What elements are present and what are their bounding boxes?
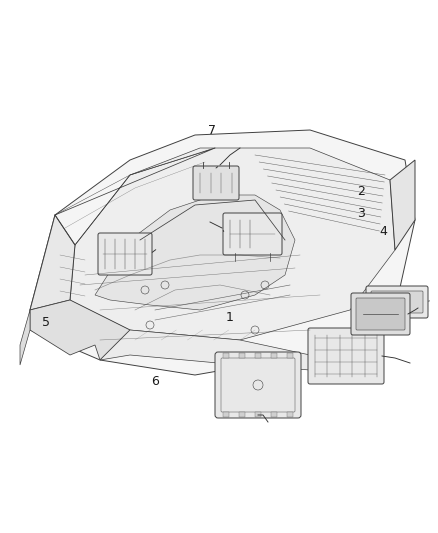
Polygon shape (30, 130, 415, 375)
Polygon shape (70, 148, 395, 340)
FancyBboxPatch shape (356, 298, 405, 330)
FancyBboxPatch shape (271, 353, 277, 358)
Polygon shape (95, 195, 295, 310)
Text: 5: 5 (42, 316, 50, 329)
Polygon shape (390, 160, 415, 250)
Text: 6: 6 (152, 375, 159, 387)
FancyBboxPatch shape (366, 286, 428, 318)
FancyBboxPatch shape (223, 353, 229, 358)
FancyBboxPatch shape (98, 233, 152, 275)
Polygon shape (100, 330, 310, 370)
FancyBboxPatch shape (287, 353, 293, 358)
FancyBboxPatch shape (255, 412, 261, 417)
Text: 4: 4 (379, 225, 387, 238)
FancyBboxPatch shape (215, 352, 301, 418)
Text: 3: 3 (357, 207, 365, 220)
Text: 1: 1 (226, 311, 234, 324)
FancyBboxPatch shape (239, 412, 245, 417)
Polygon shape (20, 310, 30, 365)
FancyBboxPatch shape (223, 412, 229, 417)
FancyBboxPatch shape (308, 328, 384, 384)
FancyBboxPatch shape (255, 353, 261, 358)
Text: 7: 7 (208, 124, 216, 137)
FancyBboxPatch shape (271, 412, 277, 417)
Text: 2: 2 (357, 185, 365, 198)
FancyBboxPatch shape (239, 353, 245, 358)
FancyBboxPatch shape (193, 166, 239, 200)
FancyBboxPatch shape (287, 412, 293, 417)
Polygon shape (30, 215, 75, 310)
FancyBboxPatch shape (223, 213, 282, 255)
Polygon shape (30, 300, 130, 360)
FancyBboxPatch shape (351, 293, 410, 335)
FancyBboxPatch shape (371, 291, 423, 313)
